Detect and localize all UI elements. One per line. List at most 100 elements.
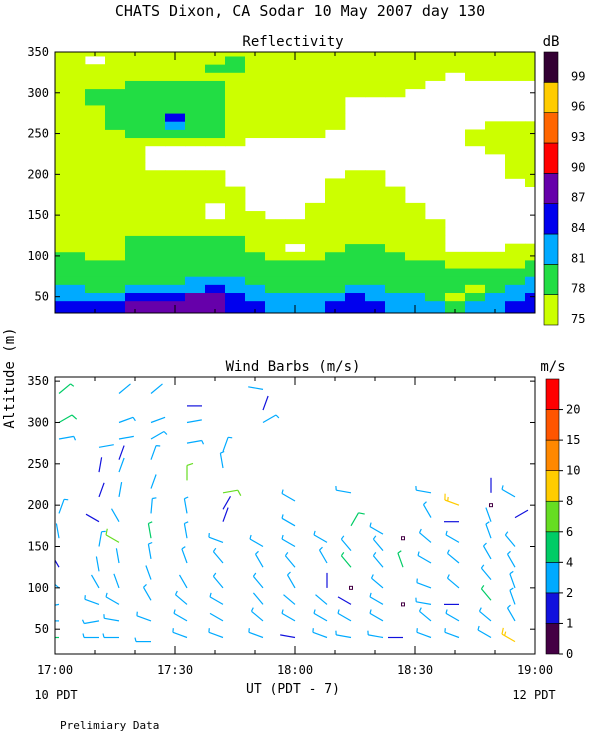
wind-barb	[150, 474, 157, 489]
reflectivity-cell	[55, 56, 66, 65]
wind-barb	[367, 630, 384, 639]
wind-barb	[178, 574, 188, 589]
reflectivity-cell	[485, 259, 506, 269]
wind-barb	[370, 574, 384, 589]
wind-barb	[482, 542, 492, 560]
reflectivity-cell	[65, 211, 86, 220]
wind-barb	[416, 628, 432, 639]
reflectivity-cell	[505, 300, 526, 313]
wind-barb	[340, 552, 352, 568]
reflectivity-cell	[125, 56, 146, 65]
y-tick-label: 250	[27, 457, 49, 471]
reflectivity-cell	[65, 219, 86, 228]
reflectivity-cell	[105, 284, 126, 294]
reflectivity-cell	[165, 137, 186, 147]
reflectivity-cell	[365, 268, 386, 277]
reflectivity-cell	[425, 259, 446, 269]
reflectivity-cell	[385, 186, 406, 196]
reflectivity-cell	[505, 56, 526, 65]
reflectivity-cell	[305, 105, 326, 114]
reflectivity-cell	[205, 64, 226, 73]
reflectivity-cell	[165, 259, 186, 269]
reflectivity-cell	[425, 284, 446, 294]
reflectivity-cell	[55, 105, 66, 114]
reflectivity-cell	[85, 105, 106, 114]
wind-colorbar-label: 20	[566, 403, 580, 417]
reflectivity-cell	[65, 235, 86, 245]
wind-barb	[369, 609, 384, 622]
wind-barb	[446, 574, 460, 589]
reflectivity-cell	[245, 251, 266, 261]
wind-colorbar-swatch	[545, 592, 560, 624]
reflectivity-cell	[325, 251, 346, 261]
reflectivity-cell	[225, 251, 246, 261]
reflectivity-cell	[55, 235, 66, 245]
wind-barb	[250, 607, 264, 622]
reflectivity-cell	[65, 80, 86, 90]
date-right-label: 12 PDT	[512, 688, 555, 702]
reflectivity-cell	[325, 219, 346, 228]
reflectivity-cell	[225, 129, 246, 139]
reflectivity-cell	[85, 170, 106, 179]
reflectivity-cell	[145, 170, 166, 179]
reflectivity-cell	[105, 300, 126, 313]
reflectivity-cell	[85, 219, 106, 228]
reflectivity-cell	[225, 194, 246, 204]
reflectivity-cell	[385, 300, 406, 313]
reflectivity-cell	[105, 80, 126, 90]
reflectivity-cell	[65, 113, 86, 122]
reflectivity-cell	[65, 96, 86, 106]
reflectivity-cell	[65, 88, 86, 98]
reflectivity-cell	[145, 202, 166, 212]
y-tick-label: 300	[27, 86, 49, 100]
reflectivity-cell	[145, 56, 166, 65]
reflectivity-cell	[245, 129, 266, 139]
reflectivity-cell	[525, 64, 535, 73]
reflectivity-cell	[425, 300, 446, 313]
reflectivity-cell	[145, 64, 166, 73]
x-tick-label: 17:00	[37, 663, 73, 677]
reflectivity-cell	[345, 268, 366, 277]
reflectivity-cell	[465, 56, 486, 65]
reflectivity-cell	[225, 227, 246, 236]
reflectivity-cell	[85, 153, 106, 163]
reflectivity-cell	[185, 137, 206, 147]
wind-barb	[397, 550, 404, 568]
reflectivity-cell	[265, 88, 286, 98]
wind-barb	[222, 496, 232, 510]
reflectivity-cell	[305, 235, 326, 245]
reflectivity-cell	[305, 121, 326, 130]
wind-colorbar-label: 2	[566, 586, 573, 600]
reflectivity-cell	[365, 88, 386, 98]
wind-barb	[136, 611, 152, 622]
reflectivity-cell	[425, 292, 446, 302]
wind-barb	[118, 383, 131, 394]
reflectivity-cell	[165, 202, 186, 212]
reflectivity-cell	[105, 251, 126, 261]
wind-barb	[222, 507, 229, 522]
wind-barb	[252, 572, 264, 589]
reflectivity-cell	[125, 105, 146, 114]
reflectivity-cell	[245, 113, 266, 122]
wind-barb	[55, 523, 60, 539]
reflectivity-cell	[425, 56, 446, 65]
reflectivity-cell	[445, 276, 466, 285]
reflectivity-cell	[225, 80, 246, 90]
reflectivity-cell	[185, 211, 206, 220]
y-tick-label: 50	[35, 622, 49, 636]
reflectivity-cell	[325, 64, 346, 73]
reflectivity-cell	[305, 300, 326, 313]
reflectivity-cell	[65, 137, 86, 147]
reflectivity-cell	[145, 194, 166, 204]
reflectivity-cell	[105, 186, 126, 196]
reflectivity-cell	[345, 276, 366, 285]
reflectivity-axes: 50 100 150 200 250 300 350	[27, 45, 536, 313]
reflectivity-cell	[485, 137, 506, 147]
reflectivity-cell	[125, 96, 146, 106]
reflectivity-cell	[265, 72, 286, 81]
reflectivity-cell	[285, 227, 306, 236]
reflectivity-cell	[55, 284, 66, 294]
reflectivity-cell	[105, 259, 126, 269]
reflectivity-cell	[125, 292, 146, 302]
wind-barb	[509, 570, 516, 589]
